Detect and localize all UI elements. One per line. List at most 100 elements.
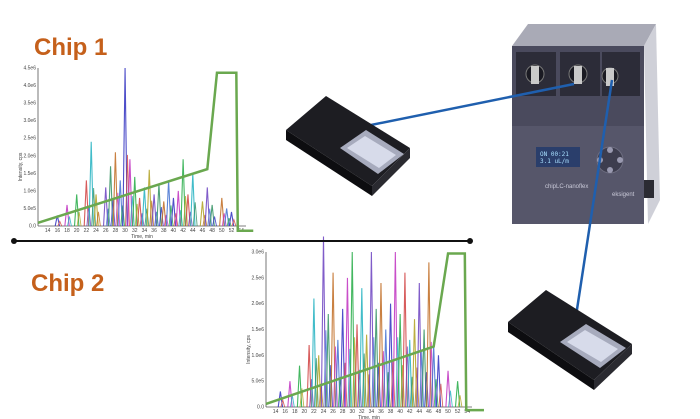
y-tick-label: 3.0e6 bbox=[23, 118, 36, 124]
chromatogram-peak bbox=[357, 369, 362, 408]
chromatogram-peak bbox=[330, 272, 336, 408]
y-tick-label: 3.5e6 bbox=[23, 101, 36, 107]
chromatogram-peak bbox=[226, 217, 232, 227]
chromatogram-peak bbox=[129, 195, 135, 227]
chromatogram-peak bbox=[185, 194, 191, 227]
chromatogram-peak bbox=[112, 152, 119, 227]
x-tick-label: 24 bbox=[93, 228, 99, 234]
chromatogram-peak bbox=[202, 214, 208, 227]
chromatogram-peak bbox=[154, 211, 159, 227]
chip1-chromatogram: 14 16 18 20 22 24 26 28 30 32 34 36 38 40 42 44 46 48 50 52… bbox=[18, 66, 254, 240]
y-axis-title: Intensity, cps bbox=[18, 152, 24, 181]
y-tick-label: 1.0e6 bbox=[23, 188, 36, 194]
x-tick-label: 26 bbox=[330, 409, 336, 415]
x-tick-label: 36 bbox=[151, 228, 157, 234]
x-tick-label: 46 bbox=[426, 409, 432, 415]
chromatogram-peak bbox=[204, 187, 211, 227]
chromatogram-peak bbox=[64, 204, 70, 227]
x-tick-label: 24 bbox=[321, 409, 327, 415]
chromatogram-peak bbox=[219, 197, 225, 227]
chromatogram-peak bbox=[349, 251, 355, 408]
x-tick-label: 28 bbox=[340, 409, 346, 415]
y-tick-label: 1.0e6 bbox=[251, 353, 264, 359]
x-tick-label: 50 bbox=[445, 409, 451, 415]
chromatogram-peak bbox=[223, 208, 230, 227]
chip2-cartridge-icon bbox=[508, 290, 632, 390]
x-tick-label: 22 bbox=[84, 228, 90, 234]
chromatogram-peak bbox=[383, 329, 389, 408]
chromatogram-peak bbox=[192, 202, 198, 227]
chromatogram-peak bbox=[209, 204, 215, 227]
gradient-profile-line bbox=[265, 252, 484, 412]
x-tick-label: 18 bbox=[64, 228, 70, 234]
chip2-connector bbox=[574, 79, 614, 317]
y-tick-label: 4.0e6 bbox=[23, 83, 36, 89]
y-tick-label: 0.0 bbox=[257, 405, 264, 411]
x-tick-label: 52 bbox=[455, 409, 461, 415]
chromatogram-peak bbox=[136, 197, 143, 227]
lc-device: ON 00:21 3.1 uL/m chipLC-nanoflex eksige… bbox=[512, 24, 660, 224]
chromatogram-peak bbox=[385, 372, 391, 408]
chromatogram-peak bbox=[96, 211, 101, 227]
chromatogram-peak bbox=[414, 367, 420, 408]
y-axis-title: Intensity, cps bbox=[246, 335, 252, 364]
chromatogram-peak bbox=[146, 169, 152, 227]
chromatogram-peak bbox=[161, 201, 167, 227]
device-brand: eksigent bbox=[612, 192, 635, 198]
chromatogram-peak bbox=[433, 379, 439, 408]
chromatogram-peak bbox=[363, 334, 370, 408]
chromatogram-peak bbox=[141, 187, 148, 227]
chromatogram-peak bbox=[328, 365, 334, 408]
x-tick-label: 44 bbox=[417, 409, 423, 415]
chromatogram-peak bbox=[435, 355, 442, 408]
chromatogram-peak bbox=[83, 180, 90, 227]
chip2-chromatogram: 14 16 18 20 22 24 26 28 30 32 34 36 38 40 42 44 46 48 50 52… bbox=[246, 236, 484, 419]
x-tick-label: 20 bbox=[302, 409, 308, 415]
y-tick-label: 2.5e6 bbox=[23, 136, 36, 142]
chromatogram-peak bbox=[306, 344, 312, 408]
x-tick-label: 34 bbox=[369, 409, 375, 415]
chromatogram-peak bbox=[409, 376, 415, 408]
chromatogram-peak bbox=[416, 282, 423, 408]
gradient-profile-line bbox=[37, 71, 254, 232]
chromatogram-peak bbox=[102, 187, 109, 227]
chromatogram-peak bbox=[231, 218, 237, 227]
chromatogram-peak bbox=[325, 313, 331, 408]
chromatogram-peak bbox=[402, 272, 408, 408]
chromatogram-peak bbox=[448, 390, 453, 408]
x-tick-label: 40 bbox=[171, 228, 177, 234]
chromatogram-peak bbox=[93, 194, 99, 227]
chromatogram-peak bbox=[122, 67, 128, 227]
x-tick-label: 42 bbox=[180, 228, 186, 234]
y-tick-label: 4.5e6 bbox=[23, 66, 36, 72]
chip2-title: Chip 2 bbox=[31, 270, 105, 297]
chromatogram-peak bbox=[107, 166, 114, 227]
chromatogram-peak bbox=[339, 308, 346, 408]
chromatogram-peak bbox=[287, 381, 293, 408]
x-tick-label: 14 bbox=[45, 228, 51, 234]
chip1-connector bbox=[365, 82, 575, 128]
chromatogram-peak bbox=[335, 339, 341, 408]
x-tick-label: 20 bbox=[74, 228, 80, 234]
y-tick-label: 1.5e6 bbox=[251, 327, 264, 333]
chromatogram-peak bbox=[392, 251, 399, 408]
chromatogram-peak bbox=[178, 210, 184, 227]
x-tick-label: 36 bbox=[378, 409, 384, 415]
y-tick-label: 2.0e6 bbox=[251, 301, 264, 307]
chromatogram-peak bbox=[376, 362, 381, 408]
chromatogram-peak bbox=[67, 216, 72, 227]
chromatogram-peak bbox=[426, 262, 432, 408]
x-tick-label: 46 bbox=[200, 228, 206, 234]
chromatogram-peak bbox=[359, 288, 365, 408]
x-tick-label: 38 bbox=[388, 409, 394, 415]
chromatogram-peak bbox=[454, 381, 461, 408]
x-tick-label: 52 bbox=[229, 228, 235, 234]
x-tick-label: 48 bbox=[436, 409, 442, 415]
chromatogram-peak bbox=[445, 370, 451, 408]
x-tick-label: 30 bbox=[349, 409, 355, 415]
chromatogram-peak bbox=[139, 213, 145, 227]
chromatogram-peak bbox=[280, 398, 286, 408]
x-tick-label: 38 bbox=[161, 228, 167, 234]
chromatogram-peak bbox=[187, 211, 193, 227]
